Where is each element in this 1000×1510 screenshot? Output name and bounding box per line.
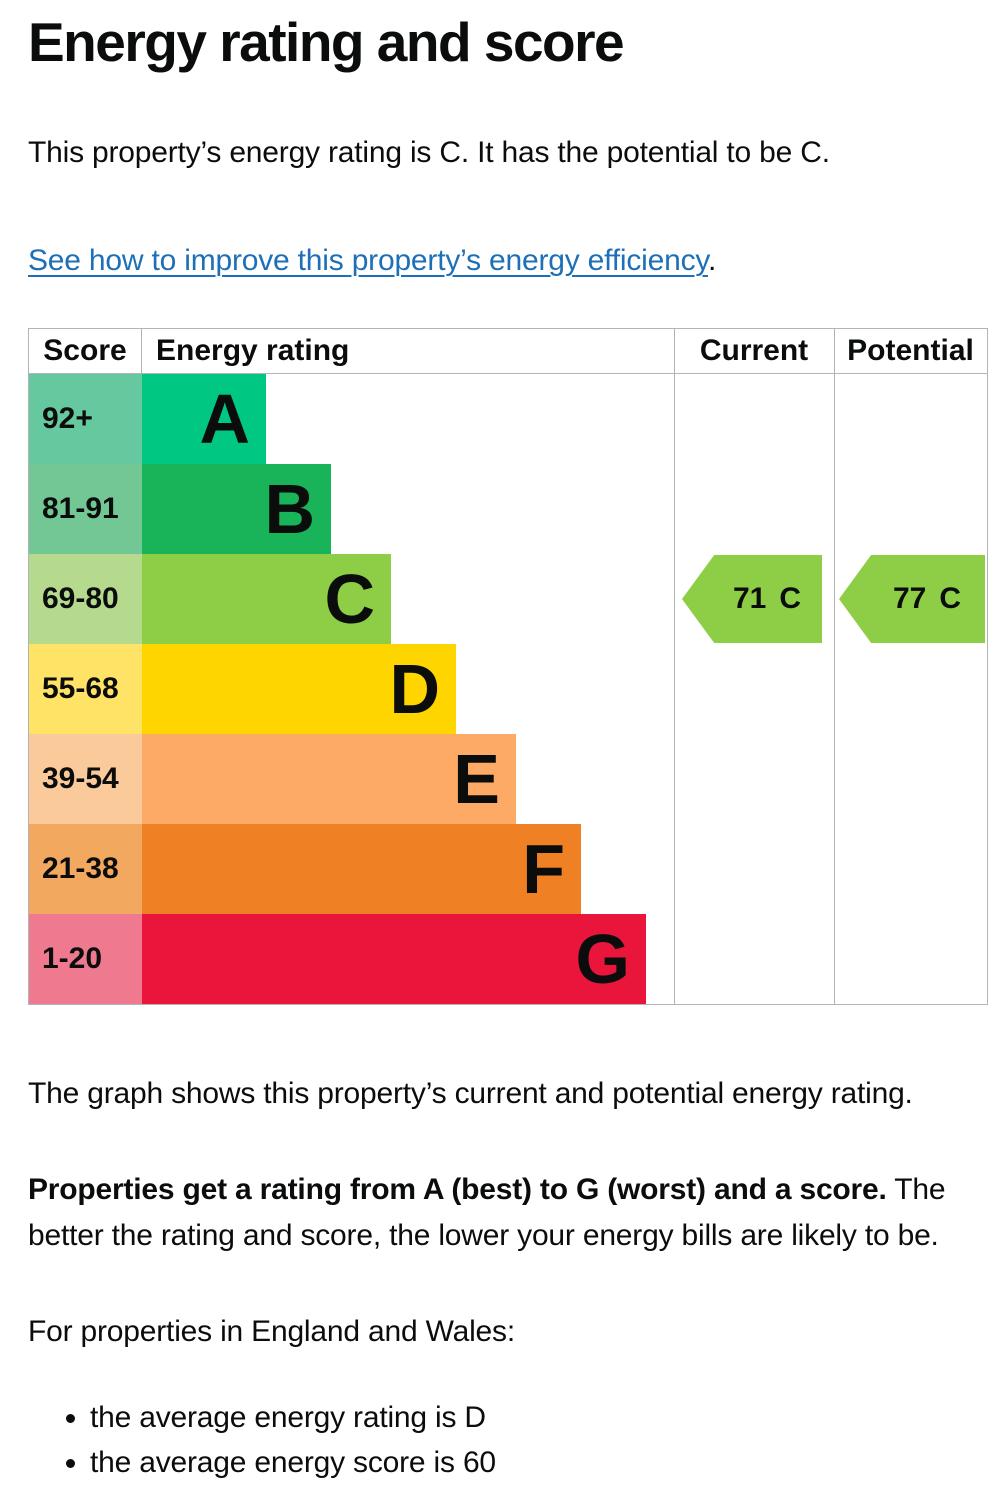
region-line: For properties in England and Wales: — [28, 1315, 515, 1348]
band-score-range: 1-20 — [29, 914, 142, 1004]
chart-body: 71 C 77 C 92+ A 81-91 B 69-80 C 55-68 D 39-54 E 21… — [29, 374, 987, 1004]
potential-score-value: 77 — [892, 582, 927, 615]
header-current: Current — [699, 334, 809, 367]
averages-list: the average energy rating is D the avera… — [28, 1395, 987, 1485]
potential-column-divider — [834, 329, 835, 1004]
graph-caption: The graph shows this property’s current … — [28, 1077, 913, 1110]
energy-band-row-d: 55-68 D — [29, 644, 987, 734]
energy-rating-chart: Score Energy rating Current Potential 71… — [28, 328, 988, 1005]
improve-link-line: See how to improve this property’s energ… — [28, 240, 987, 282]
energy-band-row-c: 69-80 C — [29, 554, 987, 644]
current-column-divider — [674, 329, 675, 1004]
energy-band-row-f: 21-38 F — [29, 824, 987, 914]
improve-link-suffix: . — [707, 244, 717, 277]
band-bar: A — [142, 374, 266, 464]
band-score-range: 69-80 — [29, 554, 142, 644]
header-energy-rating: Energy rating — [156, 334, 350, 367]
potential-band-letter: C — [939, 582, 962, 615]
current-band-letter: C — [779, 582, 802, 615]
band-score-range: 21-38 — [29, 824, 142, 914]
page-title: Energy rating and score — [28, 11, 625, 73]
band-score-range: 92+ — [29, 374, 142, 464]
rating-explanation-bold: Properties get a rating from A (best) to… — [28, 1173, 887, 1206]
band-bar: F — [142, 824, 581, 914]
rating-summary: This property’s energy rating is C. It h… — [28, 136, 830, 169]
current-rating-arrow: 71 C — [682, 555, 822, 643]
band-score-range: 55-68 — [29, 644, 142, 734]
rating-explanation: Properties get a rating from A (best) to… — [28, 1167, 987, 1259]
chart-header-row: Score Energy rating Current Potential — [29, 329, 987, 374]
improve-efficiency-link[interactable]: See how to improve this property’s energ… — [28, 244, 708, 277]
energy-rating-section: Energy rating and score This property’s … — [28, 10, 988, 1485]
band-bar: E — [142, 734, 516, 824]
band-bar: G — [142, 914, 646, 1004]
energy-band-row-b: 81-91 B — [29, 464, 987, 554]
energy-band-row-a: 92+ A — [29, 374, 987, 464]
average-rating-item: the average energy rating is D — [90, 1395, 987, 1440]
header-potential: Potential — [847, 334, 974, 367]
energy-band-row-e: 39-54 E — [29, 734, 987, 824]
energy-band-row-g: 1-20 G — [29, 914, 987, 1004]
potential-rating-arrow: 77 C — [839, 555, 985, 643]
band-bar: D — [142, 644, 456, 734]
header-score: Score — [29, 329, 142, 373]
average-score-item: the average energy score is 60 — [90, 1440, 987, 1485]
band-bar: C — [142, 554, 391, 644]
band-score-range: 39-54 — [29, 734, 142, 824]
band-score-range: 81-91 — [29, 464, 142, 554]
band-bar: B — [142, 464, 331, 554]
current-score-value: 71 — [732, 582, 767, 615]
rating-explanation-rest: The better the rating and score, the low… — [28, 1173, 946, 1252]
